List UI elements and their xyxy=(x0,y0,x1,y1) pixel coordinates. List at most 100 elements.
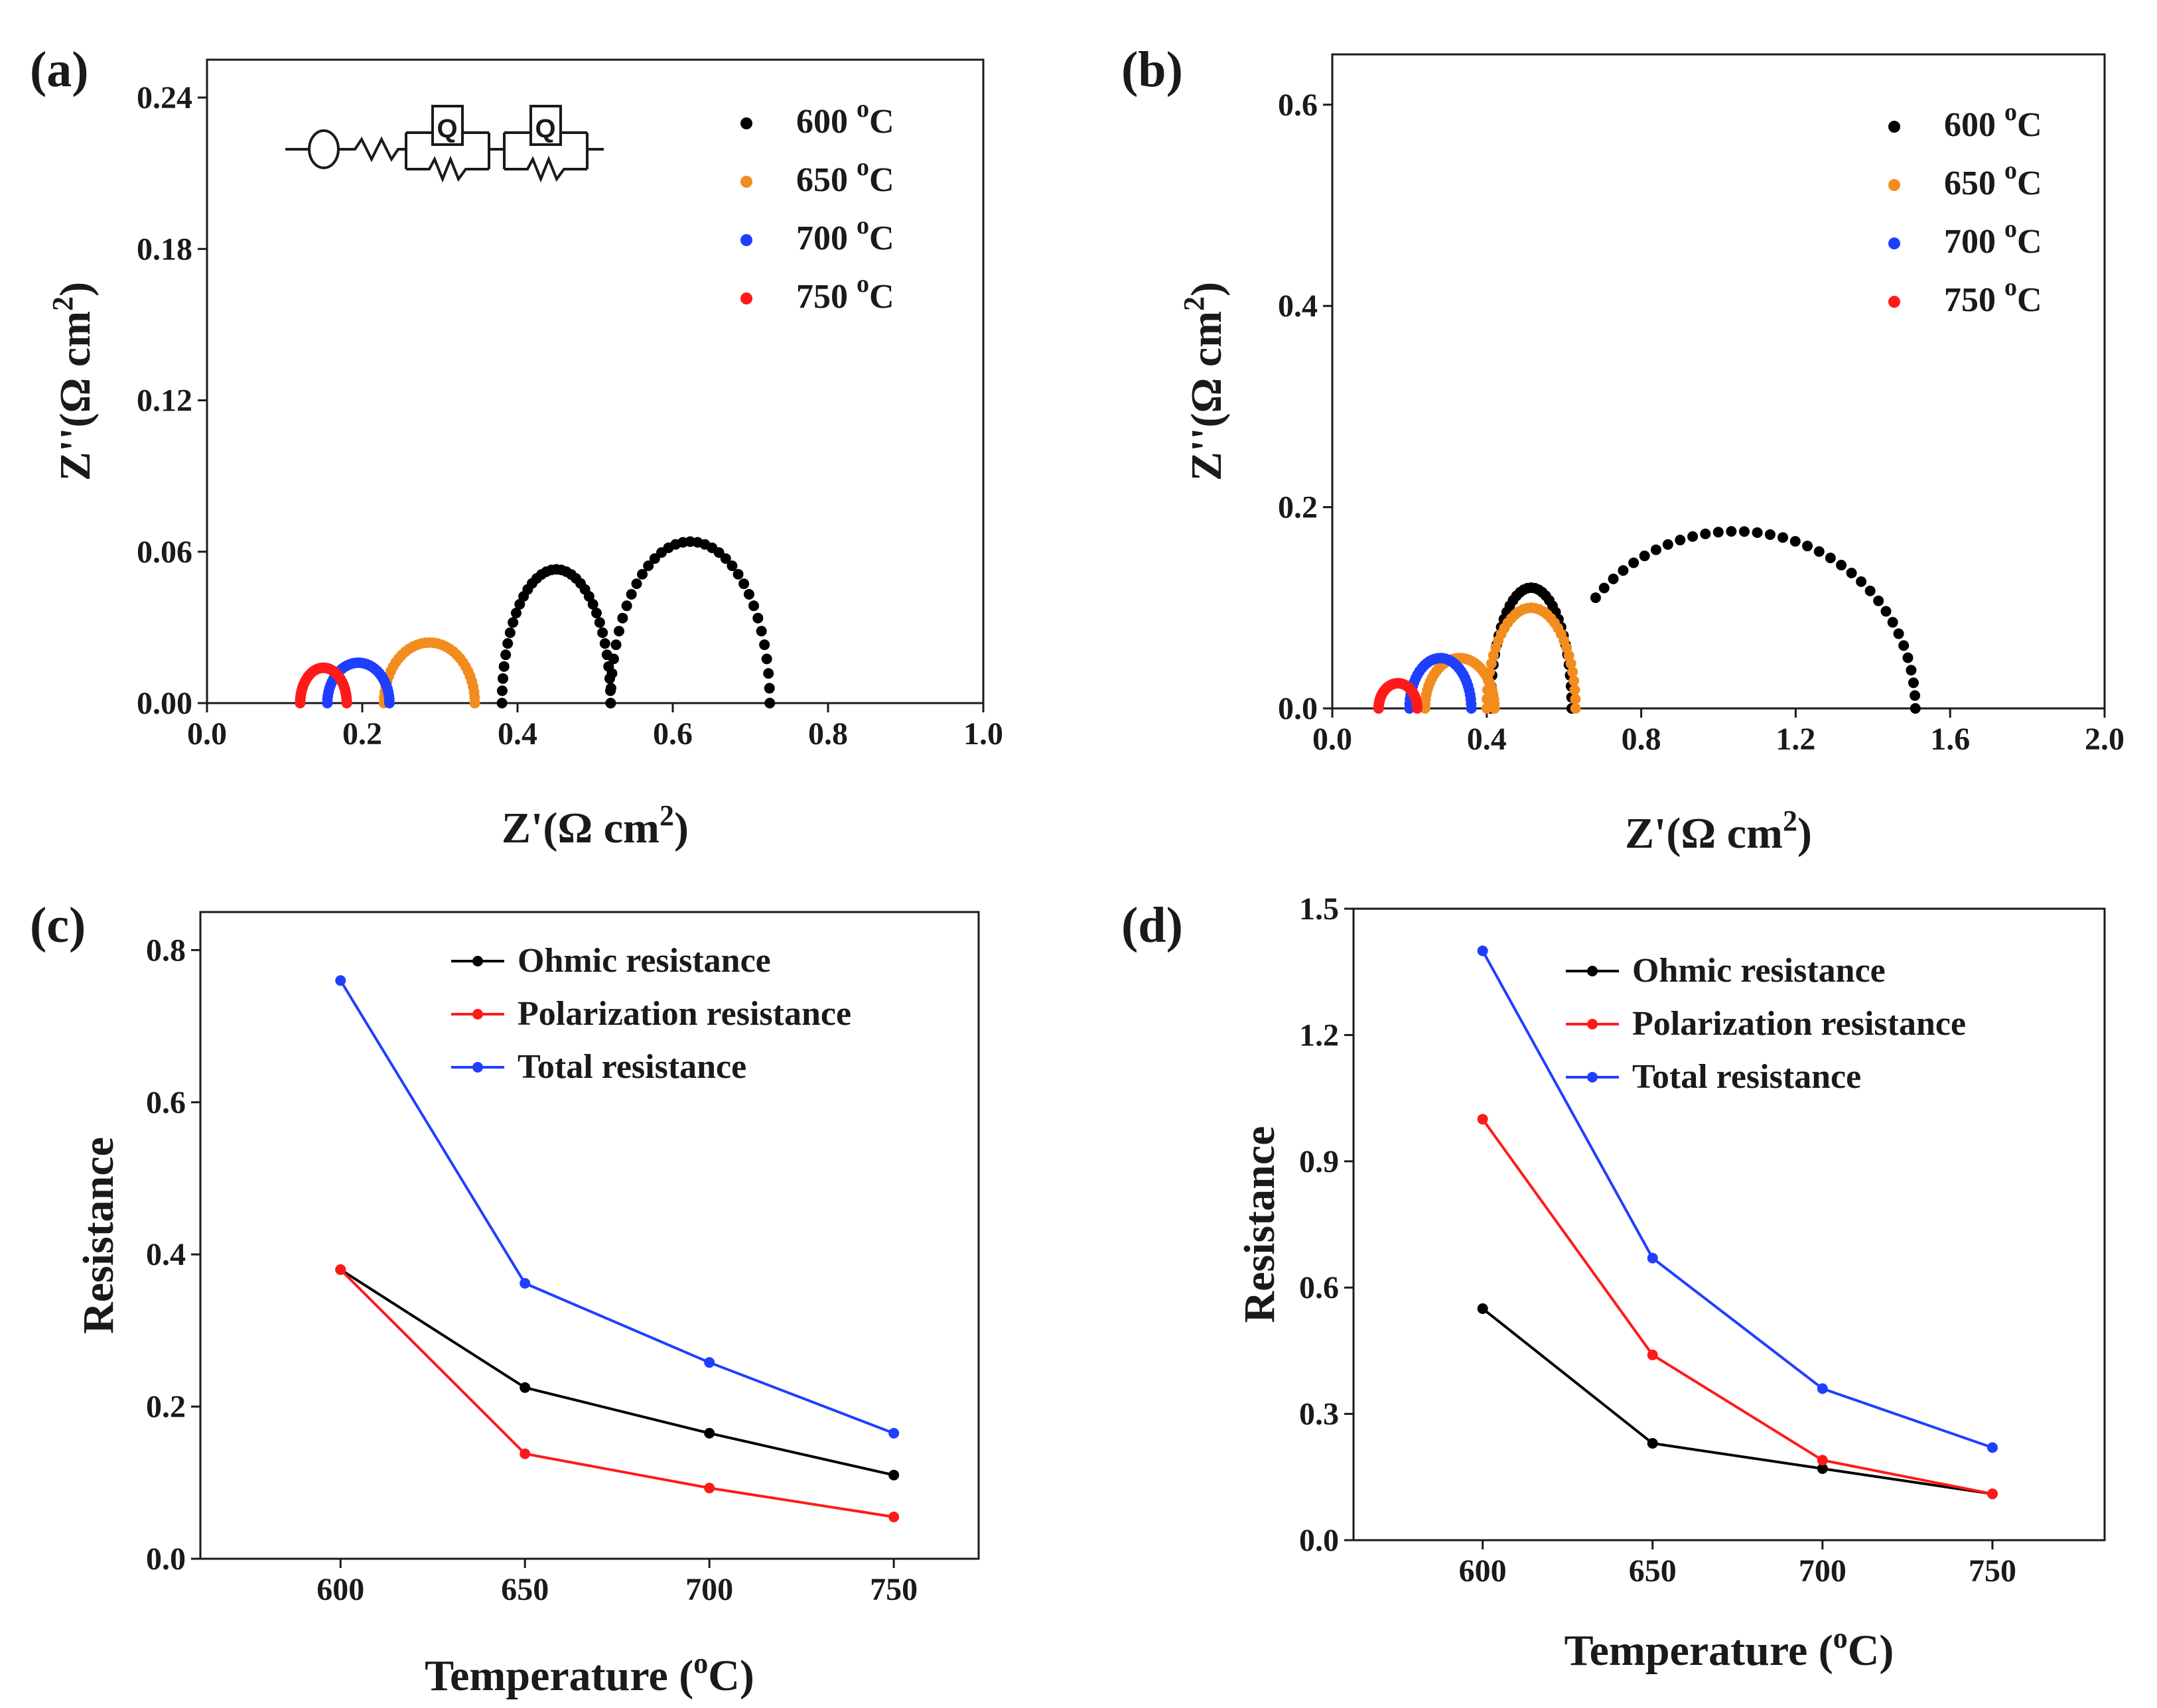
legend-label: Polarization resistance xyxy=(1632,1005,1966,1043)
y-axis-label-sup: 2 xyxy=(46,296,79,311)
legend-label: Ohmic resistance xyxy=(1632,952,1886,990)
data-point xyxy=(704,1482,715,1494)
data-point xyxy=(1873,595,1884,606)
data-point xyxy=(1675,535,1686,546)
data-point xyxy=(761,653,772,665)
y-axis-label: Resistance xyxy=(74,1137,123,1334)
legend-label: 650 oC xyxy=(796,153,894,199)
legend-label-unit: C xyxy=(869,103,894,141)
data-point xyxy=(335,975,346,986)
data-point xyxy=(732,568,744,580)
x-tick-label: 0.0 xyxy=(1312,722,1352,757)
data-point xyxy=(496,685,508,696)
data-point xyxy=(1570,694,1581,705)
legend-label-sup: o xyxy=(857,153,869,181)
data-point xyxy=(1898,640,1910,651)
data-point xyxy=(504,627,516,638)
data-point xyxy=(888,1511,900,1522)
series-3 xyxy=(1373,678,1423,714)
legend-marker xyxy=(740,176,752,188)
y-axis-label: Z''(Ω cm2) xyxy=(46,282,100,481)
data-point xyxy=(1486,658,1497,669)
data-point xyxy=(1618,565,1629,576)
legend-label-sup: o xyxy=(857,95,869,123)
data-point xyxy=(1739,526,1750,537)
y-tick-label: 1.2 xyxy=(1299,1018,1339,1053)
data-point xyxy=(1846,567,1857,578)
x-tick-label: 700 xyxy=(685,1572,733,1607)
panel-label: (a) xyxy=(30,42,89,98)
legend-label: Total resistance xyxy=(518,1048,746,1086)
data-point xyxy=(1836,559,1847,570)
data-point xyxy=(1481,703,1492,714)
x-axis-label: Z'(Ω cm2) xyxy=(1625,805,1812,858)
panel-label: (b) xyxy=(1121,42,1183,98)
data-point xyxy=(1880,606,1892,617)
data-point xyxy=(497,673,508,684)
data-point xyxy=(608,653,619,665)
data-point xyxy=(752,612,764,624)
data-point xyxy=(1910,690,1921,701)
data-point xyxy=(514,599,525,610)
data-point xyxy=(1477,1303,1488,1314)
data-point xyxy=(626,588,637,600)
legend-label-value: 600 xyxy=(1944,106,2004,144)
data-point xyxy=(643,560,654,572)
data-point xyxy=(720,553,731,564)
chart-panel-c: (c) 600 650 700 750 0.0 0.2 0.4 0.6 0.8 Temperatur… xyxy=(30,897,980,1700)
data-point xyxy=(1687,531,1699,542)
legend-label: Polarization resistance xyxy=(518,995,851,1033)
x-tick-label: 0.6 xyxy=(653,716,693,752)
legend-label-unit: C xyxy=(869,220,894,257)
legend-label-unit: C xyxy=(2017,164,2042,202)
legend-label-sup: o xyxy=(857,270,869,298)
data-point xyxy=(1726,526,1737,537)
data-point xyxy=(1598,582,1610,594)
data-point xyxy=(637,568,648,580)
data-point xyxy=(704,1357,715,1368)
x-tick-label: 650 xyxy=(501,1572,549,1607)
legend-label-value: 650 xyxy=(796,161,857,199)
cpe-label: Q xyxy=(535,114,555,143)
data-point xyxy=(510,608,522,619)
x-tick-label: 0.8 xyxy=(808,716,848,752)
data-point xyxy=(1887,617,1898,628)
y-axis-label-end: ) xyxy=(1182,282,1231,296)
cpe-box xyxy=(431,105,464,146)
y-tick-label: 0.2 xyxy=(1278,490,1318,525)
y-tick-label: 0.4 xyxy=(1278,289,1318,324)
data-point xyxy=(599,638,610,649)
x-axis-label-sup: o xyxy=(1833,1622,1848,1654)
y-tick-label: 0.00 xyxy=(137,686,192,721)
data-point xyxy=(1412,703,1423,714)
legend-marker xyxy=(472,956,483,966)
data-point xyxy=(617,612,628,624)
data-point xyxy=(591,608,602,619)
legend-label: Total resistance xyxy=(1632,1058,1861,1096)
data-point xyxy=(1565,658,1576,669)
x-axis-label-sup: 2 xyxy=(660,799,674,832)
legend-label-value: 600 xyxy=(796,103,857,141)
series-0 xyxy=(496,536,776,708)
y-tick-label: 1.5 xyxy=(1299,891,1339,927)
x-axis-label-main: Temperature ( xyxy=(425,1652,693,1700)
x-tick-label: 0.2 xyxy=(342,716,382,752)
y-axis-label: Z''(Ω cm2) xyxy=(1178,282,1231,481)
data-point xyxy=(1986,1442,1998,1453)
data-point xyxy=(738,578,750,590)
legend-marker xyxy=(740,117,752,129)
data-point xyxy=(1908,677,1919,689)
data-point xyxy=(1569,685,1580,696)
y-tick-label: 0.0 xyxy=(1299,1523,1339,1558)
x-tick-label: 0.4 xyxy=(498,716,537,752)
x-tick-label: 1.0 xyxy=(963,716,1003,752)
legend-marker xyxy=(472,1009,483,1019)
legend-label: 600 oC xyxy=(796,95,894,141)
data-point xyxy=(1484,667,1496,678)
data-point xyxy=(605,698,616,708)
legend-marker xyxy=(1587,966,1598,976)
data-point xyxy=(1650,544,1661,555)
data-point xyxy=(1902,652,1913,663)
x-axis-label: Z'(Ω cm2) xyxy=(502,799,689,852)
